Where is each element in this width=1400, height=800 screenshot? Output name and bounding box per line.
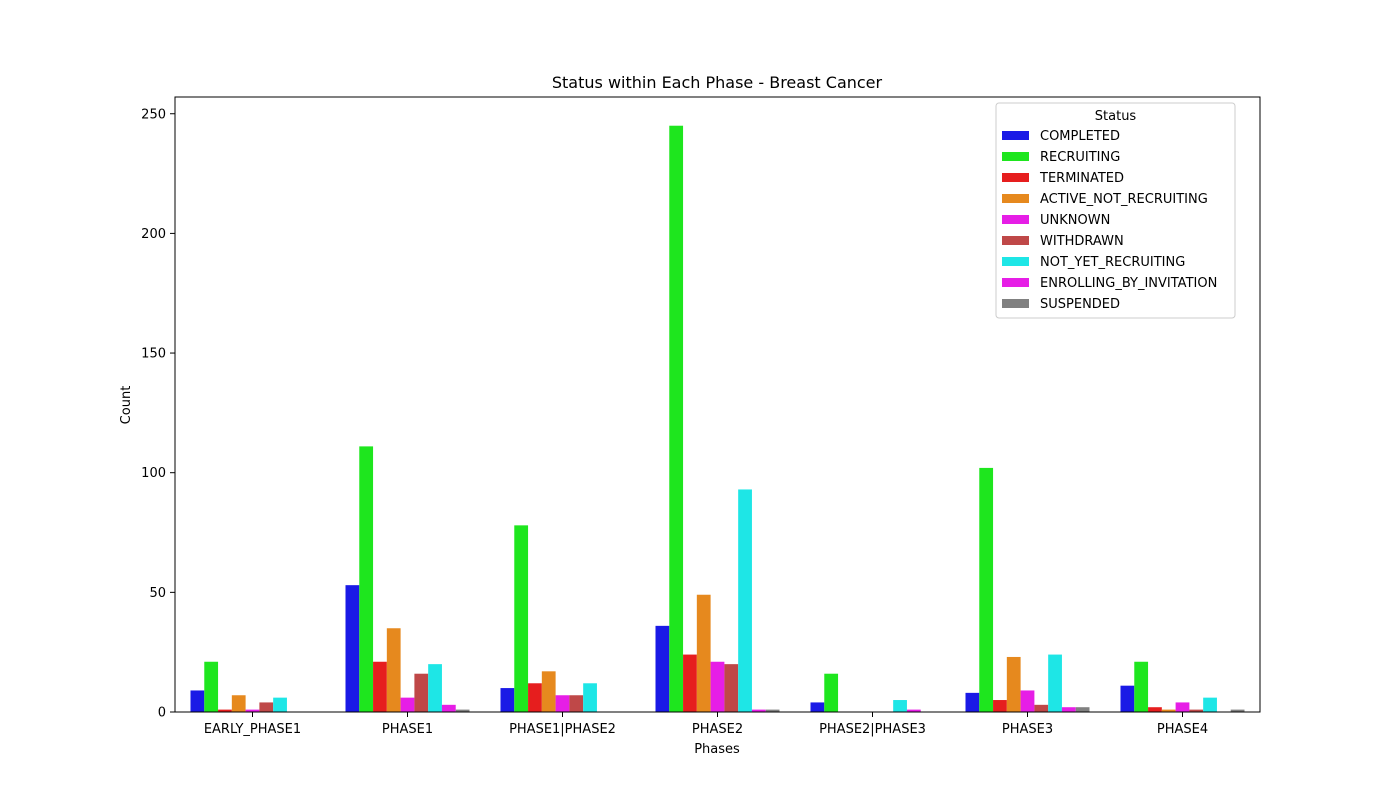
bar-recruiting-phase3 bbox=[979, 467, 994, 712]
bar-terminated-phase1-phase2 bbox=[528, 683, 542, 712]
legend-label-completed: COMPLETED bbox=[1040, 129, 1120, 144]
bar-active-not-recruiting-phase3 bbox=[1006, 656, 1021, 712]
bar-recruiting-phase2-phase3 bbox=[824, 673, 839, 712]
bar-active-not-recruiting-phase2 bbox=[696, 594, 711, 712]
bar-completed-phase2-phase3 bbox=[810, 702, 825, 712]
bar-withdrawn-early-phase1 bbox=[259, 702, 274, 712]
legend-label-terminated: TERMINATED bbox=[1039, 171, 1124, 186]
y-axis-label: Count bbox=[119, 386, 134, 425]
legend-title: Status bbox=[1095, 109, 1137, 124]
bar-enrolling-by-invitation-phase3 bbox=[1061, 707, 1076, 712]
bar-withdrawn-phase2 bbox=[724, 664, 739, 712]
legend-swatch-terminated bbox=[1002, 173, 1029, 182]
bar-active-not-recruiting-phase4 bbox=[1161, 709, 1176, 712]
legend-swatch-suspended bbox=[1002, 299, 1029, 308]
bar-completed-phase2 bbox=[655, 625, 670, 712]
bar-suspended-phase4 bbox=[1230, 709, 1245, 712]
bar-not-yet-recruiting-phase1-phase2 bbox=[583, 683, 597, 712]
bar-recruiting-phase4 bbox=[1134, 661, 1149, 712]
bar-not-yet-recruiting-phase4 bbox=[1203, 697, 1217, 712]
x-axis-label: Phases bbox=[694, 742, 740, 757]
x-tick-label: PHASE3 bbox=[1002, 722, 1053, 737]
legend-swatch-withdrawn bbox=[1002, 236, 1029, 245]
x-tick-label: PHASE2|PHASE3 bbox=[819, 722, 926, 737]
bar-unknown-phase2 bbox=[710, 661, 725, 712]
bar-enrolling-by-invitation-phase2 bbox=[751, 709, 766, 712]
y-tick-label: 0 bbox=[158, 706, 166, 721]
axes-layer: 0 50 100 150 200 250 EARLY_PHASE1 PHASE1 PHASE1|… bbox=[141, 96, 1261, 737]
bar-terminated-early-phase1 bbox=[218, 709, 232, 712]
bar-withdrawn-phase1 bbox=[414, 673, 429, 712]
bar-terminated-phase1 bbox=[373, 661, 387, 712]
legend-label-not-yet-recruiting: NOT_YET_RECRUITING bbox=[1040, 255, 1185, 270]
bar-not-yet-recruiting-phase3 bbox=[1048, 654, 1062, 712]
bar-active-not-recruiting-early-phase1 bbox=[231, 695, 246, 712]
bar-completed-phase1 bbox=[345, 585, 360, 712]
bar-unknown-phase1-phase2 bbox=[555, 695, 570, 712]
legend-box bbox=[995, 102, 1236, 319]
y-tick-label: 200 bbox=[141, 227, 166, 242]
legend-swatch-active-not-recruiting bbox=[1002, 194, 1029, 203]
bar-suspended-phase1 bbox=[455, 709, 470, 712]
x-tick-label: PHASE1 bbox=[382, 722, 433, 737]
bar-enrolling-by-invitation-phase2-phase3 bbox=[906, 709, 921, 712]
bar-completed-phase4 bbox=[1120, 685, 1135, 712]
x-tick-label: PHASE2 bbox=[692, 722, 743, 737]
legend-swatch-completed bbox=[1002, 131, 1029, 140]
legend-label-unknown: UNKNOWN bbox=[1040, 213, 1110, 228]
bar-not-yet-recruiting-phase2 bbox=[738, 489, 752, 712]
legend-swatch-unknown bbox=[1002, 215, 1029, 224]
bar-completed-phase3 bbox=[965, 692, 980, 712]
bar-completed-phase1-phase2 bbox=[500, 688, 515, 712]
legend-label-suspended: SUSPENDED bbox=[1040, 297, 1120, 312]
legend-label-enrolling-by-invitation: ENROLLING_BY_INVITATION bbox=[1040, 276, 1217, 291]
bar-active-not-recruiting-phase1-phase2 bbox=[541, 671, 556, 712]
bar-active-not-recruiting-phase1 bbox=[386, 628, 401, 712]
bar-recruiting-phase1 bbox=[359, 446, 374, 712]
bar-recruiting-phase2 bbox=[669, 125, 684, 713]
chart-title: Status within Each Phase - Breast Cancer bbox=[552, 73, 883, 92]
bar-not-yet-recruiting-early-phase1 bbox=[273, 697, 287, 712]
bar-terminated-phase3 bbox=[993, 700, 1007, 712]
legend: Status COMPLETED RECRUITING TERMINATED ACTIV… bbox=[995, 102, 1236, 319]
bar-recruiting-early-phase1 bbox=[204, 661, 219, 712]
legend-swatch-enrolling-by-invitation bbox=[1002, 278, 1029, 287]
legend-label-withdrawn: WITHDRAWN bbox=[1040, 234, 1124, 249]
bar-terminated-phase4 bbox=[1148, 707, 1162, 712]
legend-swatch-not-yet-recruiting bbox=[1002, 257, 1029, 266]
bar-enrolling-by-invitation-phase1 bbox=[441, 704, 456, 712]
y-tick-label: 50 bbox=[149, 586, 166, 601]
legend-label-active-not-recruiting: ACTIVE_NOT_RECRUITING bbox=[1040, 192, 1208, 207]
bar-completed-early-phase1 bbox=[190, 690, 205, 712]
bars-layer bbox=[190, 125, 1245, 713]
bar-suspended-phase2 bbox=[765, 709, 780, 712]
x-tick-label: PHASE4 bbox=[1157, 722, 1208, 737]
bar-withdrawn-phase1-phase2 bbox=[569, 695, 584, 712]
bar-terminated-phase2 bbox=[683, 654, 697, 712]
x-tick-label: PHASE1|PHASE2 bbox=[509, 722, 616, 737]
bar-withdrawn-phase3 bbox=[1034, 704, 1049, 712]
bar-recruiting-phase1-phase2 bbox=[514, 525, 529, 712]
bar-withdrawn-phase4 bbox=[1189, 709, 1204, 712]
bar-unknown-phase4 bbox=[1175, 702, 1190, 712]
legend-swatch-recruiting bbox=[1002, 152, 1029, 161]
x-tick-label: EARLY_PHASE1 bbox=[204, 722, 301, 737]
bar-unknown-phase1 bbox=[400, 697, 415, 712]
legend-label-recruiting: RECRUITING bbox=[1040, 150, 1120, 165]
y-tick-label: 100 bbox=[141, 466, 166, 481]
bar-not-yet-recruiting-phase2-phase3 bbox=[893, 700, 907, 712]
bar-suspended-phase3 bbox=[1075, 707, 1090, 712]
bar-unknown-phase3 bbox=[1020, 690, 1035, 712]
bar-unknown-early-phase1 bbox=[245, 709, 260, 712]
bar-not-yet-recruiting-phase1 bbox=[428, 664, 442, 712]
y-tick-label: 250 bbox=[141, 107, 166, 122]
y-tick-label: 150 bbox=[141, 347, 166, 362]
